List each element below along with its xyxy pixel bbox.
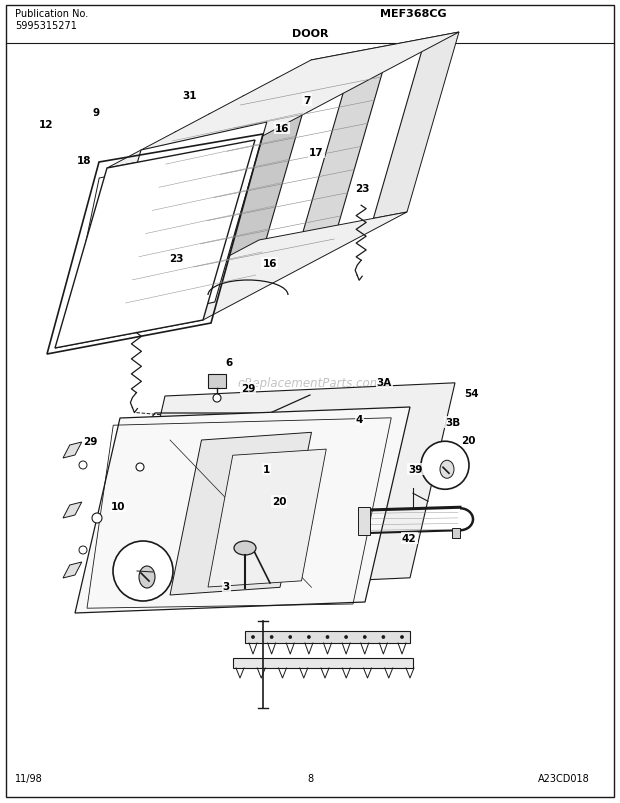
Polygon shape (55, 213, 407, 349)
Circle shape (363, 636, 366, 638)
Circle shape (289, 636, 292, 638)
Circle shape (79, 462, 87, 470)
Circle shape (382, 636, 385, 638)
Text: 20: 20 (461, 435, 476, 445)
Polygon shape (259, 33, 459, 241)
Polygon shape (191, 69, 384, 277)
Circle shape (92, 513, 102, 524)
Text: 9: 9 (92, 108, 100, 117)
Text: 6: 6 (226, 358, 233, 368)
Text: 18: 18 (76, 156, 91, 165)
Bar (208, 374, 226, 389)
Text: Publication No.: Publication No. (15, 9, 88, 19)
Text: 29: 29 (241, 384, 255, 393)
Text: 11/98: 11/98 (15, 773, 43, 783)
Polygon shape (170, 433, 311, 595)
Text: 23: 23 (169, 254, 184, 263)
Text: 1: 1 (263, 465, 270, 475)
Bar (245, 631, 410, 643)
Ellipse shape (234, 541, 256, 556)
Circle shape (326, 636, 329, 638)
Text: 3B: 3B (445, 418, 460, 427)
Text: 4: 4 (356, 414, 363, 424)
Circle shape (270, 636, 273, 638)
Circle shape (213, 394, 221, 402)
Text: 8: 8 (307, 773, 313, 783)
Text: 31: 31 (182, 92, 197, 101)
Polygon shape (157, 87, 345, 295)
Ellipse shape (440, 461, 454, 479)
Text: 16: 16 (275, 124, 290, 133)
Circle shape (252, 636, 254, 638)
Text: 5995315271: 5995315271 (15, 21, 77, 31)
Polygon shape (55, 141, 255, 349)
Polygon shape (123, 105, 305, 312)
Text: 42: 42 (402, 533, 417, 543)
Text: 54: 54 (464, 389, 479, 398)
Text: 7: 7 (303, 96, 311, 105)
Polygon shape (89, 123, 267, 331)
Polygon shape (75, 407, 410, 613)
Circle shape (113, 541, 173, 601)
Text: 3A: 3A (377, 377, 392, 387)
Text: 17: 17 (309, 148, 324, 157)
Polygon shape (63, 442, 82, 459)
Bar (358, 507, 370, 536)
Text: 29: 29 (82, 437, 97, 446)
Circle shape (136, 463, 144, 471)
Text: 39: 39 (408, 465, 423, 475)
Text: 3: 3 (223, 581, 230, 591)
Polygon shape (208, 450, 326, 587)
Polygon shape (63, 503, 82, 519)
Ellipse shape (139, 566, 155, 589)
Text: 20: 20 (272, 497, 286, 507)
Bar (233, 658, 413, 668)
Circle shape (401, 636, 404, 638)
Text: eReplacementParts.com: eReplacementParts.com (238, 377, 382, 390)
Text: 12: 12 (39, 120, 54, 129)
Polygon shape (63, 562, 82, 578)
Circle shape (79, 546, 87, 554)
Text: 23: 23 (355, 184, 370, 194)
Circle shape (308, 636, 311, 638)
Polygon shape (120, 383, 455, 591)
Circle shape (345, 636, 348, 638)
Text: 16: 16 (262, 259, 277, 268)
Polygon shape (107, 33, 459, 169)
Bar (452, 528, 460, 539)
Circle shape (421, 442, 469, 490)
Polygon shape (225, 51, 422, 259)
Text: A23CD018: A23CD018 (538, 773, 590, 783)
Text: DOOR: DOOR (292, 29, 328, 39)
Text: MEF368CG: MEF368CG (380, 9, 446, 19)
Text: 10: 10 (110, 501, 125, 511)
